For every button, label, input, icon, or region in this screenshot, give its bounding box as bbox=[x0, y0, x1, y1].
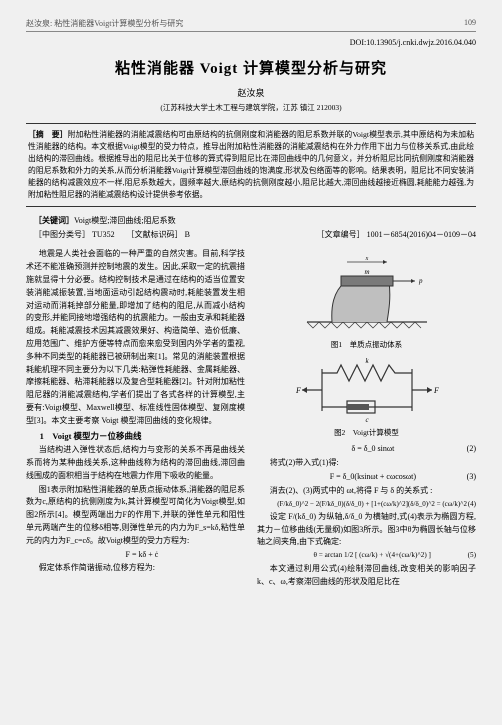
equation-5: θ = arctan 1/2 [ (cω/k) + √(4+(cω/k)^2) … bbox=[257, 550, 476, 562]
docid-label: ［文献标识码］ bbox=[131, 230, 183, 239]
kw-text: Voigt模型;滞回曲线;阻尼系数 bbox=[74, 216, 176, 225]
artno: 1001－6854(2016)04－0109－04 bbox=[367, 230, 476, 239]
keywords: ［关键词］Voigt模型;滞回曲线;阻尼系数 bbox=[26, 215, 476, 226]
svg-text:p: p bbox=[418, 277, 423, 285]
figure-2-caption: 图2 Voigt计算模型 bbox=[257, 427, 476, 439]
right-column: m x p 图1 单质点振动体系 F F k bbox=[257, 248, 476, 589]
running-header: 赵汝泉: 粘性消能器Voigt计算模型分析与研究 109 bbox=[26, 18, 476, 32]
clc-label: ［中图分类号］ bbox=[34, 230, 90, 239]
section-heading-1: 1 Voigt 模型力－位移曲线 bbox=[26, 430, 245, 444]
clc: TU352 bbox=[92, 230, 115, 239]
body-para: 消去(2)、(3)两式中的 ωt,将得 F 与 δ 的关系式 : bbox=[257, 485, 476, 498]
body-columns: 地震是人类社会面临的一种严重的自然灾害。目前,科学技术还不能准确预测并控制地震的… bbox=[26, 248, 476, 589]
artno-label: ［文章编号］ bbox=[317, 230, 365, 239]
author: 赵汝泉 bbox=[26, 86, 476, 99]
classification-row: ［中图分类号］ TU352 ［文献标识码］ B ［文章编号］ 1001－6854… bbox=[26, 229, 476, 240]
header-left: 赵汝泉: 粘性消能器Voigt计算模型分析与研究 bbox=[26, 18, 183, 29]
body-para: 将式(2)带入式(1)得: bbox=[257, 457, 476, 470]
header-page: 109 bbox=[464, 18, 476, 29]
intro-para: 地震是人类社会面临的一种严重的自然灾害。目前,科学技术还不能准确预测并控制地震的… bbox=[26, 248, 245, 427]
body-para: 图1表示附加粘性消能器的单质点振动体系,消能器的阻尼系数为c,原结构的抗侧刚度为… bbox=[26, 484, 245, 548]
svg-text:F: F bbox=[295, 386, 301, 395]
equation-3: F = δ_0(ksinωt + cωcosωt)(3) bbox=[257, 471, 476, 484]
left-column: 地震是人类社会面临的一种严重的自然灾害。目前,科学技术还不能准确预测并控制地震的… bbox=[26, 248, 245, 589]
figure-2: F F k c 图2 Voigt计算模型 bbox=[257, 355, 476, 439]
figure-1-caption: 图1 单质点振动体系 bbox=[257, 339, 476, 351]
equation-2: δ = δ_0 sinωt(2) bbox=[257, 443, 476, 456]
svg-text:c: c bbox=[365, 416, 369, 424]
svg-text:F: F bbox=[433, 386, 439, 395]
equation: F = kδ + ċ bbox=[26, 549, 245, 562]
body-para: 本文通过利用公式(4)绘制滞回曲线,改变相关的影响因子 k、c、ω,考察滞回曲线… bbox=[257, 563, 476, 589]
affiliation: (江苏科技大学土木工程与建筑学院，江苏 镇江 212003) bbox=[26, 102, 476, 113]
article-title: 粘性消能器 Voigt 计算模型分析与研究 bbox=[26, 57, 476, 78]
body-para: 假定体系作简谐振动,位移方程为: bbox=[26, 562, 245, 575]
figure-1: m x p 图1 单质点振动体系 bbox=[257, 252, 476, 351]
body-para: 设定 F/(kδ_0) 为纵轴,δ/δ_0 为横轴时,式(4)表示为椭圆方程,其… bbox=[257, 511, 476, 549]
abstract-text: 附加粘性消能器的消能减震结构可由原结构的抗侧刚度和消能器的阻尼系数并联的Voig… bbox=[28, 130, 474, 199]
abstract-label: ［摘 要］ bbox=[28, 130, 68, 139]
svg-text:m: m bbox=[364, 268, 369, 276]
docid: B bbox=[185, 230, 190, 239]
abstract: ［摘 要］附加粘性消能器的消能减震结构可由原结构的抗侧刚度和消能器的阻尼系数并联… bbox=[26, 123, 476, 207]
doi: DOI:10.13905/j.cnki.dwjz.2016.04.040 bbox=[26, 38, 476, 47]
svg-text:k: k bbox=[365, 357, 369, 365]
svg-text:x: x bbox=[364, 256, 368, 262]
eq-left: F = kδ + ċ bbox=[126, 550, 159, 559]
equation-4: (F/kδ_0)^2 − 2(F/kδ_0)(δ/δ_0) + [1+(cω/k… bbox=[257, 499, 476, 510]
kw-label: ［关键词］ bbox=[34, 216, 74, 225]
body-para: 当结构进入弹性状态后,结构力与变形的关系不再是曲线关系而将为某种曲线关系,这种曲… bbox=[26, 444, 245, 482]
